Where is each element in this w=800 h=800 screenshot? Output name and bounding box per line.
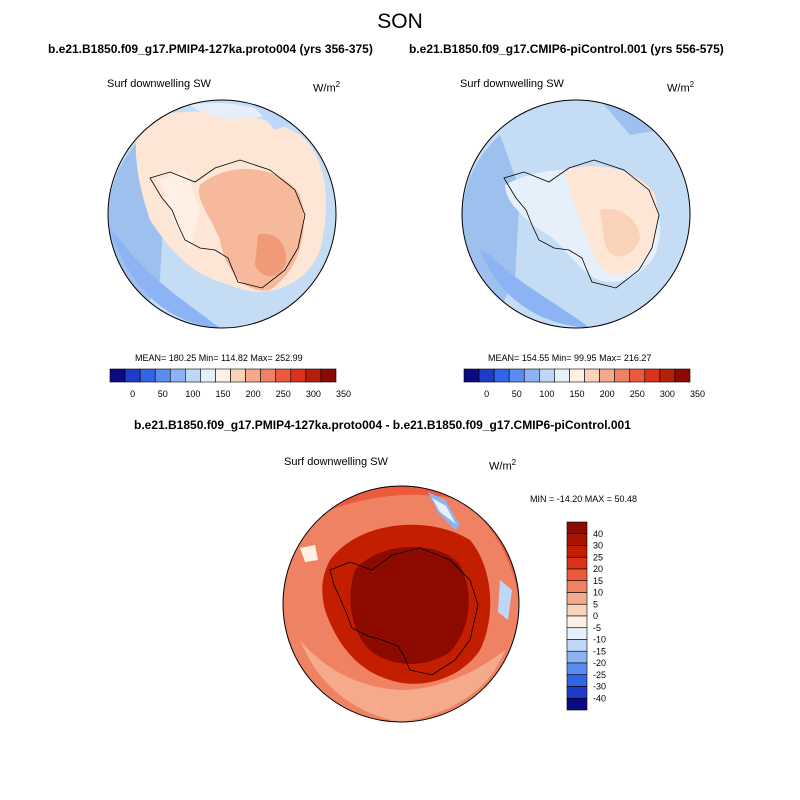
panel2-colorbar-swatch (539, 368, 555, 383)
panel2-map (462, 100, 690, 328)
panel1-stats: MEAN= 180.25 Min= 114.82 Max= 252.99 (135, 353, 303, 363)
panel2-colorbar-swatch (584, 368, 600, 383)
difference-colorbar-swatch (566, 521, 588, 535)
difference-colorbar-tick-label: -10 (593, 635, 606, 645)
panel2-units-label: W/m2 (667, 80, 695, 95)
difference-colorbar-swatch (566, 650, 588, 664)
panel2-colorbar-swatch (554, 368, 570, 383)
difference-colorbar-tick-label: 5 (593, 599, 598, 609)
season-title: SON (377, 10, 423, 33)
panel1-colorbar-swatch (154, 368, 171, 383)
difference-colorbar-swatch (566, 639, 588, 652)
panel1-colorbar-tick-label: 300 (306, 389, 321, 399)
panel2-colorbar-swatch (629, 368, 646, 383)
panel2-variable-label: Surf downwelling SW (460, 78, 564, 90)
panel1-colorbar-swatch (124, 368, 141, 383)
difference-colorbar-tick-label: 30 (593, 541, 603, 551)
difference-colorbar-swatch (566, 568, 588, 582)
panel1-colorbar-swatch (245, 368, 261, 383)
panel2-colorbar-swatch (523, 368, 540, 383)
panel2-colorbar-swatch (659, 368, 676, 383)
difference-colorbar-swatch (566, 533, 588, 546)
panel1-colorbar-tick-label: 50 (158, 389, 168, 399)
difference-case-title: b.e21.B1850.f09_g17.PMIP4-127ka.proto004… (134, 418, 631, 432)
panel2-colorbar-swatch (644, 368, 661, 383)
panel1-colorbar-tick-label: 150 (215, 389, 230, 399)
panel2-stats: MEAN= 154.55 Min= 99.95 Max= 216.27 (488, 353, 652, 363)
panel2-colorbar-tick-label: 50 (512, 389, 522, 399)
difference-coastline (329, 547, 479, 676)
panel2-colorbar-swatch (599, 368, 615, 383)
difference-colorbar-swatch (566, 686, 588, 699)
panel1-colorbar-swatch (320, 368, 337, 383)
panel1-colorbar-tick-label: 100 (185, 389, 200, 399)
panel1-coastline (149, 159, 306, 289)
panel1-colorbar-tick-label: 0 (130, 389, 135, 399)
difference-colorbar-tick-label: 40 (593, 529, 603, 539)
difference-stats: MIN = -14.20 MAX = 50.48 (530, 494, 638, 504)
difference-colorbar-tick-label: 25 (593, 552, 603, 562)
difference-colorbar-tick-label: 15 (593, 576, 603, 586)
panel2-case-title: b.e21.B1850.f09_g17.CMIP6-piControl.001 … (409, 42, 724, 56)
panel2-colorbar-tick-label: 300 (660, 389, 675, 399)
panel1-colorbar-swatch (109, 368, 126, 383)
panel1-variable-label: Surf downwelling SW (107, 78, 211, 90)
panel1-colorbar-swatch (185, 368, 201, 383)
difference-colorbar-swatch (566, 556, 588, 570)
panel1-colorbar-swatch (215, 368, 231, 383)
panel1-colorbar-swatch (200, 368, 216, 383)
panel2-colorbar-tick-label: 350 (690, 389, 705, 399)
panel1-colorbar: 0 50 100 150 200 250 300 350 (109, 368, 351, 399)
difference-colorbar-tick-label: 20 (593, 564, 603, 574)
panel1-colorbar-tick-label: 200 (246, 389, 261, 399)
difference-colorbar-swatch (566, 545, 588, 558)
difference-variable-label: Surf downwelling SW (284, 456, 388, 468)
panel1-colorbar-tick-label: 350 (336, 389, 351, 399)
panel2-colorbar-tick-label: 250 (630, 389, 645, 399)
panel2-colorbar-swatch (614, 368, 631, 383)
panel1-colorbar-swatch (139, 368, 156, 383)
difference-colorbar-swatch (566, 697, 588, 711)
panel1-colorbar-swatch (275, 368, 292, 383)
panel1-colorbar-swatch (230, 368, 246, 383)
panel1-colorbar-swatch (305, 368, 322, 383)
panel2-colorbar-swatch (569, 368, 585, 383)
difference-colorbar-tick-label: -30 (593, 682, 606, 692)
difference-colorbar-swatch (566, 627, 588, 640)
panel2-colorbar-tick-label: 150 (569, 389, 584, 399)
panel2-colorbar-swatch (493, 368, 510, 383)
panel1-colorbar-swatch (169, 368, 186, 383)
panel1-units-label: W/m2 (313, 80, 341, 95)
difference-colorbar-tick-label: -15 (593, 646, 606, 656)
difference-colorbar-swatch (566, 603, 588, 617)
difference-colorbar-tick-label: 10 (593, 588, 603, 598)
difference-colorbar-swatch (566, 592, 588, 605)
difference-colorbar-tick-label: -25 (593, 670, 606, 680)
panel2-colorbar-swatch (478, 368, 495, 383)
panel2-colorbar-tick-label: 200 (600, 389, 615, 399)
difference-colorbar-swatch (566, 674, 588, 687)
panel1-colorbar-swatch (260, 368, 277, 383)
difference-colorbar-tick-label: -40 (593, 693, 606, 703)
difference-units-label: W/m2 (489, 458, 517, 473)
panel1-colorbar-swatch (290, 368, 307, 383)
difference-colorbar-tick-label: -20 (593, 658, 606, 668)
panel1-colorbar-tick-label: 250 (276, 389, 291, 399)
panel2-colorbar-swatch (463, 368, 480, 383)
difference-colorbar-swatch (566, 615, 588, 629)
difference-colorbar-swatch (566, 662, 588, 676)
panel2-coastline (503, 159, 660, 289)
panel2-colorbar: 0 50 100 150 200 250 300 350 (463, 368, 705, 399)
difference-colorbar-tick-label: -5 (593, 623, 601, 633)
panel2-colorbar-swatch (508, 368, 525, 383)
difference-map (283, 486, 519, 722)
difference-colorbar-swatch (566, 580, 588, 593)
panel1-case-title: b.e21.B1850.f09_g17.PMIP4-127ka.proto004… (48, 42, 373, 56)
panel2-colorbar-tick-label: 0 (484, 389, 489, 399)
difference-colorbar-tick-label: 0 (593, 611, 598, 621)
panel2-colorbar-swatch (674, 368, 691, 383)
panel2-colorbar-tick-label: 100 (539, 389, 554, 399)
